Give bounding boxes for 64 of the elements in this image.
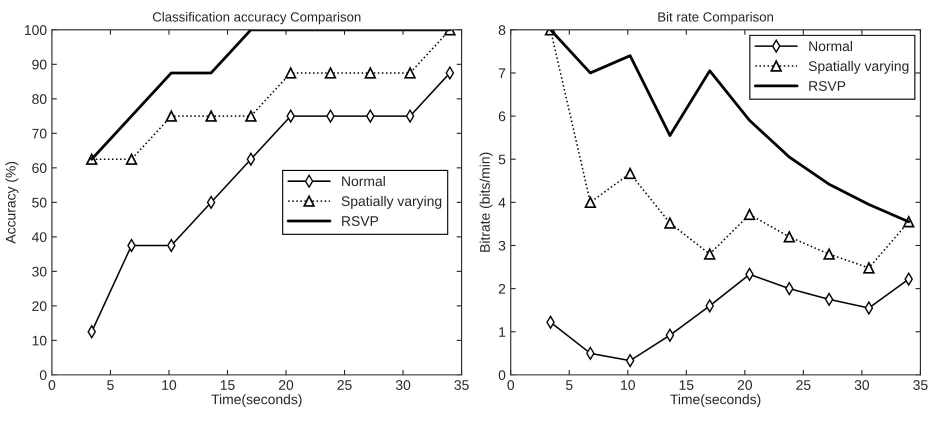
y-tick-label: 8 bbox=[498, 25, 506, 35]
y-tick-label: 100 bbox=[24, 25, 47, 35]
point bbox=[823, 248, 835, 260]
y-tick-label: 4 bbox=[498, 198, 506, 208]
point bbox=[664, 217, 676, 229]
y-tick-label: 20 bbox=[32, 301, 47, 312]
y-tick-label: 0 bbox=[498, 370, 506, 380]
x-tick-label: 5 bbox=[566, 380, 573, 390]
legend-label: Spatially varying bbox=[808, 60, 908, 74]
x-tick-label: 35 bbox=[454, 380, 469, 390]
point bbox=[704, 248, 716, 260]
y-tick-label: 70 bbox=[32, 128, 47, 139]
legend-label: Spatially varying bbox=[342, 196, 442, 209]
x-tick-label: 15 bbox=[680, 380, 694, 390]
x-tick-label: 0 bbox=[48, 380, 56, 390]
point bbox=[126, 154, 138, 165]
x-tick-label: 25 bbox=[796, 380, 810, 390]
y-axis-title: Bitrate (bits/min) bbox=[480, 152, 493, 252]
y-tick-label: 2 bbox=[498, 284, 506, 294]
y-tick-label: 5 bbox=[498, 154, 506, 164]
point bbox=[284, 67, 296, 79]
x-tick-label: 35 bbox=[913, 380, 928, 390]
x-tick-label: 0 bbox=[507, 380, 514, 390]
chart-title: Bit rate Comparison bbox=[658, 12, 774, 24]
x-tick-label: 10 bbox=[621, 380, 635, 390]
point bbox=[364, 67, 376, 79]
legend-label: Normal bbox=[809, 40, 852, 52]
chart-title: Classification accuracy Comparison bbox=[152, 12, 360, 24]
x-tick-label: 25 bbox=[338, 380, 352, 390]
x-tick-label: 30 bbox=[396, 380, 410, 390]
y-tick-label: 40 bbox=[32, 232, 47, 242]
x-tick-label: 20 bbox=[738, 380, 752, 390]
y-tick-label: 1 bbox=[499, 327, 506, 337]
x-tick-label: 15 bbox=[220, 380, 235, 390]
x-tick-label: 5 bbox=[107, 380, 114, 390]
legend-label: Normal bbox=[342, 176, 385, 186]
point bbox=[324, 67, 336, 79]
y-tick-label: 10 bbox=[32, 336, 47, 346]
point bbox=[863, 262, 875, 274]
y-tick-label: 50 bbox=[32, 198, 47, 208]
point bbox=[584, 196, 596, 208]
point bbox=[404, 67, 416, 79]
x-axis-title: Time(seconds) bbox=[211, 394, 302, 408]
x-tick-label: 30 bbox=[854, 380, 870, 390]
point bbox=[744, 208, 756, 220]
y-tick-label: 0 bbox=[40, 370, 47, 380]
legend-label: RSVP bbox=[809, 81, 846, 91]
x-tick-label: 20 bbox=[278, 380, 294, 390]
point bbox=[166, 110, 178, 122]
y-tick-label: 90 bbox=[32, 60, 47, 70]
y-tick-label: 3 bbox=[498, 240, 506, 251]
point bbox=[624, 168, 636, 180]
y-tick-label: 6 bbox=[498, 111, 506, 122]
y-tick-label: 30 bbox=[32, 266, 47, 277]
legend-label: RSVP bbox=[342, 216, 378, 226]
y-tick-label: 60 bbox=[32, 163, 47, 174]
y-tick-label: 7 bbox=[498, 68, 506, 78]
x-axis-title: Time(seconds) bbox=[670, 394, 760, 408]
point bbox=[784, 231, 796, 243]
y-axis-title: Accuracy (%) bbox=[5, 162, 18, 244]
point bbox=[205, 110, 217, 122]
y-tick-label: 80 bbox=[32, 94, 47, 104]
x-tick-label: 10 bbox=[162, 380, 176, 390]
point bbox=[245, 110, 257, 122]
